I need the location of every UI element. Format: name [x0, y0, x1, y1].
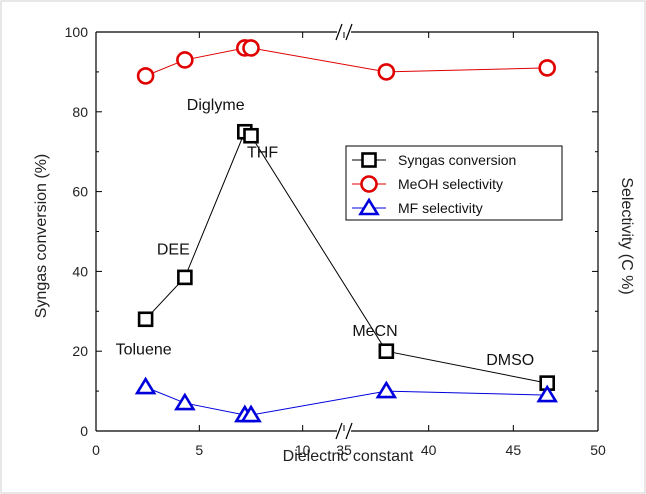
axis-break-mark-bottom: [345, 422, 353, 440]
data-point-square: [177, 269, 193, 286]
y-tick-label: 60: [72, 184, 88, 200]
legend-label: Syngas conversion: [398, 152, 516, 168]
data-point-circle: [176, 51, 194, 69]
right-axis-title: Selectivity (C %): [618, 177, 635, 294]
x-tick-label: 35: [336, 442, 352, 458]
point-label: DMSO: [486, 352, 534, 369]
data-point-triangle: [375, 380, 398, 399]
x-tick-label: 5: [195, 442, 203, 458]
legend: Syngas conversion MeOH selectivity MF sele…: [345, 145, 563, 221]
point-label: Toluene: [116, 341, 172, 358]
point-label: MeCN: [352, 323, 397, 340]
point-label: DEE: [157, 241, 190, 258]
y-tick-label: 100: [65, 24, 89, 40]
legend-label: MF selectivity: [398, 200, 483, 216]
data-point-square: [378, 343, 395, 360]
data-point-triangle: [240, 404, 262, 423]
x-axis-title: Dielectric constant: [283, 448, 414, 465]
x-tick-label: 40: [421, 442, 437, 458]
data-point-circle: [136, 67, 155, 85]
y-tick-label: 40: [72, 263, 88, 279]
data-point-triangle: [134, 376, 157, 395]
data-point-triangle: [536, 384, 559, 403]
data-point-circle: [377, 63, 396, 81]
axis-break-mark-top: [335, 23, 343, 41]
data-markers: [134, 39, 559, 423]
axis-break-mark-top: [345, 23, 353, 41]
data-point-circle: [242, 39, 260, 57]
x-tick-label: 45: [506, 442, 522, 458]
x-tick-label: 50: [590, 442, 606, 458]
point-label: Diglyme: [187, 97, 245, 114]
y-tick-label: 80: [72, 104, 88, 120]
legend-marker-triangle: [358, 197, 380, 216]
legend-marker-circle: [360, 175, 378, 193]
y-tick-label: 20: [72, 343, 88, 359]
point-label: THF: [247, 145, 278, 162]
data-point-circle: [538, 59, 557, 77]
legend-marker-square: [361, 152, 377, 168]
x-tick-label: 0: [92, 442, 100, 458]
axis-ticks: 0 20 40 60 80 100 0 5 10 35 40 45 50: [65, 24, 606, 458]
data-point-square: [137, 311, 154, 328]
data-point-triangle: [174, 392, 196, 411]
legend-label: MeOH selectivity: [398, 176, 503, 192]
axis-break-mark-bottom: [335, 422, 343, 440]
point-annotations: Toluene DEE Diglyme THF MeCN DMSO: [116, 97, 535, 369]
y-axis-title: Syngas conversion (%): [33, 154, 50, 319]
data-point-square: [243, 127, 259, 144]
x-tick-label: 10: [295, 442, 311, 458]
y-tick-label: 0: [80, 423, 88, 439]
